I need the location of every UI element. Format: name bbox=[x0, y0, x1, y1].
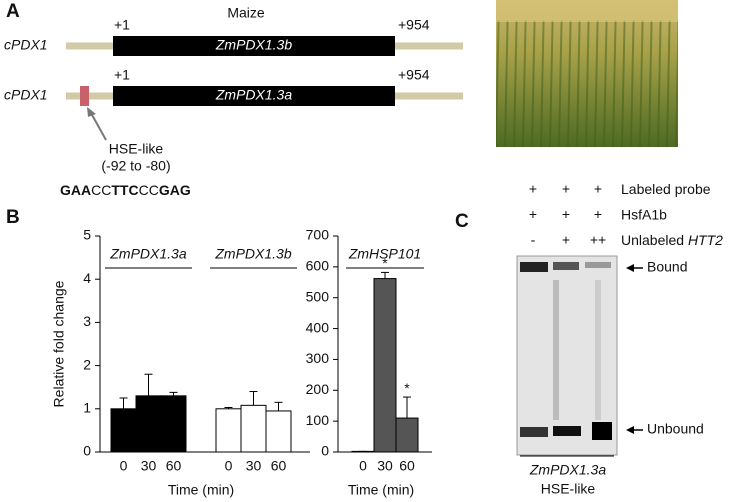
y-tick-label: 0 bbox=[321, 443, 329, 459]
hse-arrow bbox=[90, 112, 107, 141]
gel bbox=[516, 255, 618, 456]
row-label-text: HsfA1b bbox=[621, 206, 667, 222]
lane-mark: - bbox=[531, 232, 536, 248]
hse-box bbox=[80, 86, 89, 106]
x-tick-label: 60 bbox=[166, 458, 182, 474]
x-tick-label: 0 bbox=[225, 458, 233, 474]
gene-body bbox=[113, 86, 395, 106]
y-tick-label: 700 bbox=[306, 227, 330, 243]
y-tick-label: 0 bbox=[83, 443, 91, 459]
row-label-text: Unlabeled bbox=[621, 232, 684, 248]
y-axis-label: Relative fold change bbox=[51, 280, 67, 407]
y-tick-label: 200 bbox=[306, 381, 330, 397]
gene-name: cPDX1 bbox=[4, 87, 48, 103]
band-label: Unbound bbox=[647, 421, 704, 437]
bar bbox=[215, 408, 242, 453]
sequence-part: CC bbox=[91, 182, 111, 198]
sequence-part: CC bbox=[139, 182, 159, 198]
bar bbox=[265, 410, 292, 453]
gene-label: ZmPDX1.3b bbox=[215, 37, 292, 53]
row-label: Unlabeled HTT2 bbox=[621, 232, 723, 248]
x-tick-label: 30 bbox=[246, 458, 262, 474]
y-tick-label: 100 bbox=[306, 412, 330, 428]
probe-label: ZmPDX1.3a bbox=[529, 462, 606, 478]
band-arrow bbox=[626, 264, 634, 272]
series-label: ZmPDX1.3a bbox=[109, 246, 186, 262]
end-label: +954 bbox=[398, 17, 430, 33]
gene-label: ZmPDX1.3a bbox=[215, 87, 292, 103]
y-tick-label: 2 bbox=[83, 356, 91, 372]
sequence-part: GAG bbox=[159, 182, 191, 198]
row-label-text: Labeled probe bbox=[621, 181, 711, 197]
bar bbox=[395, 417, 419, 453]
sequence: GAACCTTCCCGAG bbox=[60, 182, 191, 198]
gene-body bbox=[113, 36, 395, 56]
start-label: +1 bbox=[114, 67, 130, 83]
hse-arrowhead bbox=[87, 107, 96, 117]
panel-label: A bbox=[6, 1, 20, 22]
y-tick-label: 4 bbox=[83, 270, 91, 286]
sequence-part: GAA bbox=[60, 182, 91, 198]
y-tick-label: 400 bbox=[306, 319, 330, 335]
sequence-part: TTC bbox=[111, 182, 138, 198]
panel-label: C bbox=[455, 211, 469, 232]
x-tick-label: 60 bbox=[271, 458, 287, 474]
y-tick-label: 500 bbox=[306, 288, 330, 304]
x-tick-label: 60 bbox=[399, 458, 415, 474]
y-tick-label: 1 bbox=[83, 400, 91, 416]
row-label-italic: HTT2 bbox=[688, 232, 723, 248]
lane-mark: + bbox=[529, 206, 537, 222]
band-label: Bound bbox=[647, 259, 687, 275]
panel-label: B bbox=[6, 207, 20, 228]
significance: * bbox=[404, 380, 410, 396]
bar bbox=[160, 395, 187, 453]
lane-mark: ++ bbox=[590, 232, 606, 248]
x-tick-label: 30 bbox=[377, 458, 393, 474]
lane-mark: + bbox=[562, 232, 570, 248]
x-axis-label: Time (min) bbox=[348, 482, 414, 498]
x-tick-label: 0 bbox=[120, 458, 128, 474]
significance: * bbox=[382, 255, 388, 271]
lane-mark: + bbox=[562, 181, 570, 197]
y-tick-label: 300 bbox=[306, 350, 330, 366]
y-tick-label: 5 bbox=[83, 227, 91, 243]
row-label: HsfA1b bbox=[621, 206, 667, 222]
row-label: Labeled probe bbox=[621, 181, 711, 197]
series-label: ZmHSP101 bbox=[348, 246, 421, 262]
bar bbox=[135, 395, 162, 453]
bar bbox=[110, 408, 137, 453]
series-label: ZmPDX1.3b bbox=[214, 246, 291, 262]
lane-mark: + bbox=[594, 206, 602, 222]
lane-mark: + bbox=[529, 181, 537, 197]
corn-photo bbox=[496, 0, 678, 147]
hse-label: HSE-like bbox=[109, 141, 164, 157]
end-label: +954 bbox=[398, 67, 430, 83]
hse-range: (-92 to -80) bbox=[101, 158, 170, 174]
x-tick-label: 30 bbox=[141, 458, 157, 474]
band-arrow bbox=[626, 426, 634, 434]
panel-title: Maize bbox=[227, 5, 265, 21]
lane-mark: + bbox=[562, 206, 570, 222]
y-tick-label: 600 bbox=[306, 258, 330, 274]
y-tick-label: 3 bbox=[83, 313, 91, 329]
bar bbox=[240, 404, 267, 453]
probe-note: HSE-like bbox=[541, 481, 596, 497]
start-label: +1 bbox=[114, 17, 130, 33]
lane-mark: + bbox=[594, 181, 602, 197]
x-tick-label: 0 bbox=[359, 458, 367, 474]
bar bbox=[373, 278, 397, 453]
x-axis-label: Time (min) bbox=[168, 482, 234, 498]
gene-name: cPDX1 bbox=[4, 37, 48, 53]
